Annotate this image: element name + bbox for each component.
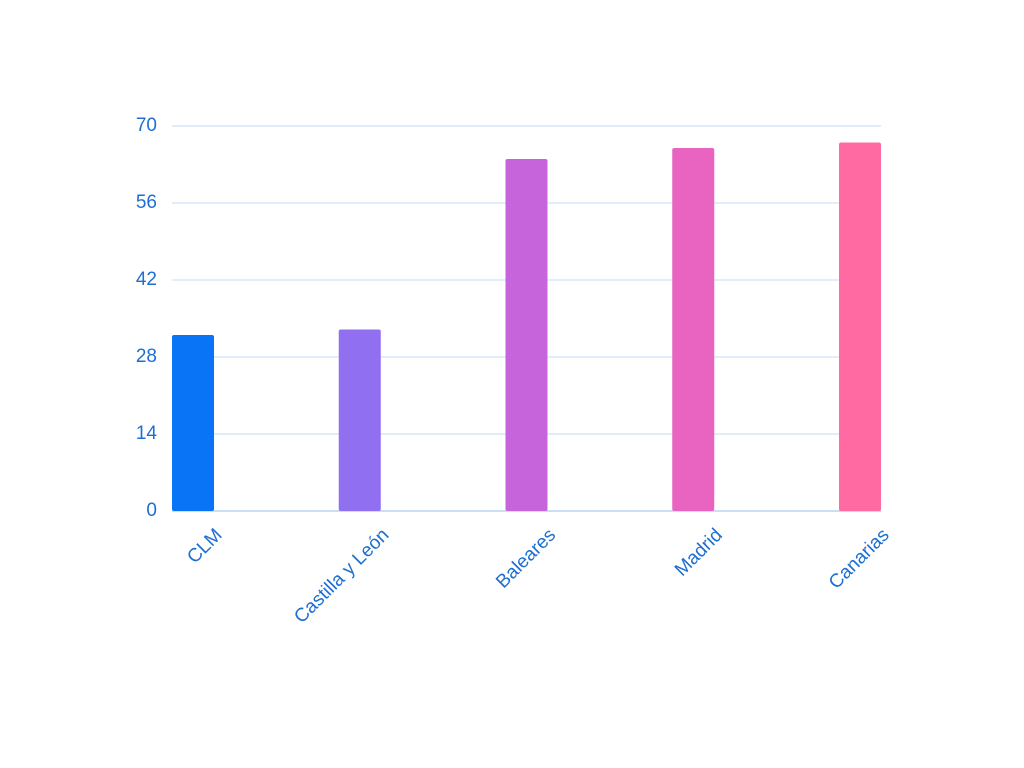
y-tick-label: 42 xyxy=(136,269,157,290)
bars xyxy=(172,142,881,511)
y-tick-label: 56 xyxy=(136,192,157,213)
bar xyxy=(672,148,715,511)
x-tick-label: Castilla y León xyxy=(290,525,393,628)
bar xyxy=(839,142,881,511)
x-tick-label: Baleares xyxy=(492,525,560,593)
y-axis-tick-labels: 0 14 28 42 56 70 xyxy=(136,115,158,521)
y-tick-label: 0 xyxy=(146,500,157,521)
x-tick-label: Madrid xyxy=(671,525,727,581)
x-axis-tick-labels: CLM Castilla y León Baleares Madrid Canarias xyxy=(183,525,893,628)
y-tick-label: 14 xyxy=(136,423,158,444)
y-tick-label: 70 xyxy=(136,115,157,136)
x-tick-label: CLM xyxy=(183,525,226,568)
bar xyxy=(172,335,214,511)
y-tick-label: 28 xyxy=(136,346,157,367)
x-tick-label: Canarias xyxy=(825,525,894,594)
bar xyxy=(338,329,381,511)
bar xyxy=(505,159,548,511)
